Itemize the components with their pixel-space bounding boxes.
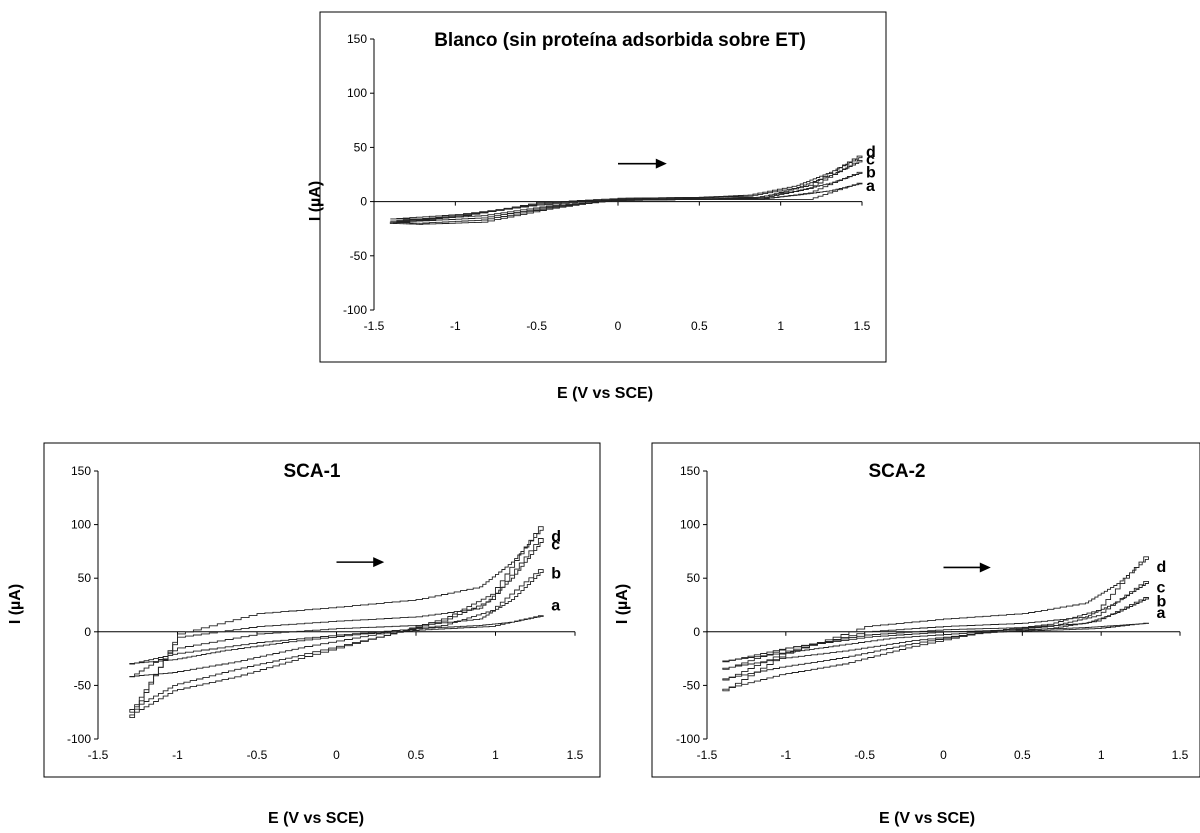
series-label-d: d <box>551 529 561 546</box>
chart-panel-blanco: Blanco (sin proteína adsorbida sobre ET)… <box>307 11 887 363</box>
arrow-head <box>979 562 991 573</box>
x-tick-label: 1 <box>1098 748 1105 762</box>
cv-curve-d <box>129 526 544 719</box>
chart-panel-sca1: SCA-1 I (µA) 150 100 50 0 -50 -100 -1.5 -1 -0.5 0… <box>7 442 601 778</box>
x-tick-label: -1.5 <box>364 319 385 333</box>
x-tick-label: -1 <box>450 319 461 333</box>
x-axis-label: E (V vs SCE) <box>879 810 975 827</box>
series-label-b: b <box>551 566 561 583</box>
series-label-d: d <box>1156 559 1166 576</box>
chart-title: SCA-2 <box>868 461 925 482</box>
y-tick-label: 0 <box>693 625 700 639</box>
x-tick-label: -1 <box>780 748 791 762</box>
y-tick-label: 150 <box>347 32 367 46</box>
series-label-c: c <box>551 537 560 554</box>
y-tick-label: 100 <box>347 86 367 100</box>
series-label-c: c <box>866 151 875 168</box>
panel-frame <box>319 11 887 363</box>
y-tick-label: 150 <box>71 464 91 478</box>
chart-title: Blanco (sin proteína adsorbida sobre ET) <box>434 30 806 51</box>
y-tick-label: 100 <box>680 518 700 532</box>
x-tick-label: -0.5 <box>247 748 268 762</box>
y-tick-label: -100 <box>343 303 367 317</box>
y-tick-label: 150 <box>680 464 700 478</box>
y-axis-label: I (µA) <box>307 181 324 221</box>
x-tick-label: -0.5 <box>526 319 547 333</box>
x-axis-label: E (V vs SCE) <box>268 810 364 827</box>
y-tick-label: -50 <box>350 249 368 263</box>
y-tick-label: 50 <box>687 571 701 585</box>
series-label-d: d <box>866 144 876 161</box>
y-tick-label: 0 <box>84 625 91 639</box>
x-tick-label: 0 <box>333 748 340 762</box>
x-tick-label: -1 <box>172 748 183 762</box>
y-tick-label: 100 <box>71 518 91 532</box>
x-tick-label: 1.5 <box>1172 748 1189 762</box>
cv-curve-c <box>722 580 1149 681</box>
y-tick-label: -50 <box>74 678 92 692</box>
x-axis-label: E (V vs SCE) <box>557 385 653 402</box>
x-tick-label: 0 <box>615 319 622 333</box>
series-label-a: a <box>1156 605 1165 622</box>
x-tick-label: -0.5 <box>854 748 875 762</box>
series-label-b: b <box>866 164 876 181</box>
chart-panel-sca2: SCA-2 I (µA) 150 100 50 0 -50 -100 -1.5 -1 -0.5 0… <box>614 442 1200 778</box>
x-tick-label: -1.5 <box>88 748 109 762</box>
x-tick-label: 0.5 <box>1014 748 1031 762</box>
y-axis-label: I (µA) <box>614 584 631 624</box>
panel-frame <box>651 442 1200 778</box>
x-tick-label: 0 <box>940 748 947 762</box>
panel-frame <box>43 442 601 778</box>
x-tick-label: 0.5 <box>408 748 425 762</box>
series-label-a: a <box>551 598 560 615</box>
y-tick-label: -100 <box>67 732 91 746</box>
y-tick-label: -100 <box>676 732 700 746</box>
x-tick-label: 1 <box>777 319 784 333</box>
cv-curve-a <box>129 615 544 665</box>
series-label-c: c <box>1156 579 1165 596</box>
y-tick-label: 0 <box>360 195 367 209</box>
x-tick-label: 1 <box>492 748 499 762</box>
y-tick-label: -50 <box>683 678 701 692</box>
cv-curve-d <box>389 155 863 225</box>
arrow-head <box>655 158 667 169</box>
x-tick-label: 0.5 <box>691 319 708 333</box>
cv-curve-c <box>129 538 544 713</box>
x-tick-label: 1.5 <box>854 319 871 333</box>
x-tick-label: -1.5 <box>697 748 718 762</box>
chart-title: SCA-1 <box>283 461 340 482</box>
cv-curve-b <box>722 597 1149 670</box>
x-tick-label: 1.5 <box>567 748 584 762</box>
cv-curve-b <box>129 569 544 678</box>
cv-curve-a <box>722 622 1149 663</box>
y-axis-label: I (µA) <box>7 584 24 624</box>
arrow-head <box>373 557 385 568</box>
y-tick-label: 50 <box>354 140 368 154</box>
series-label-a: a <box>866 178 875 195</box>
series-label-b: b <box>1156 593 1166 610</box>
y-tick-label: 50 <box>78 571 92 585</box>
cv-curve-d <box>722 556 1149 692</box>
